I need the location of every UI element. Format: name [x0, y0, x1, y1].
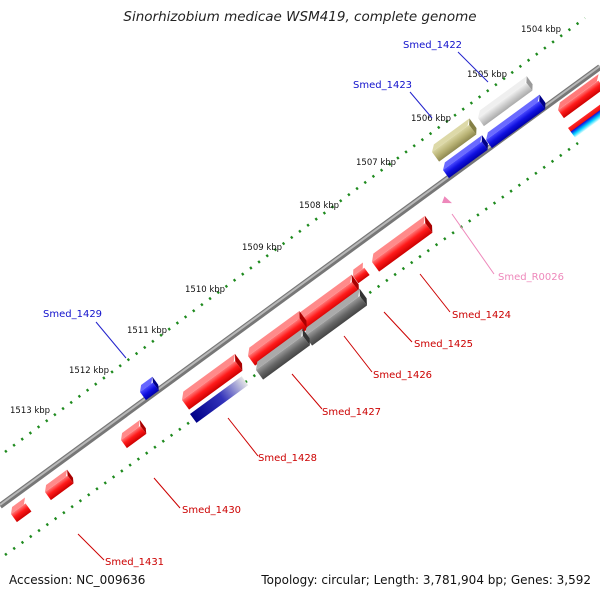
- label-smed-1424: Smed_1424: [452, 310, 511, 321]
- genome-info-text: Topology: circular; Length: 3,781,904 bp…: [261, 573, 591, 587]
- gene-blue-a[interactable]: [483, 94, 548, 149]
- callout-smed-1431: [77, 533, 105, 561]
- forward-strand-features: [137, 76, 536, 401]
- kbp-label-1512: 1512 kbp: [69, 366, 109, 376]
- kbp-scale: 1504 kbp 1505 kbp 1506 kbp 1507 kbp 1508…: [10, 25, 561, 416]
- gene-smed-1429[interactable]: [137, 376, 161, 401]
- rna-smed-r0026[interactable]: [440, 195, 452, 208]
- callout-smed-1422: [457, 51, 489, 83]
- kbp-label-1510: 1510 kbp: [185, 285, 225, 295]
- label-smed-1425: Smed_1425: [414, 339, 473, 350]
- kbp-label-1511: 1511 kbp: [127, 326, 167, 336]
- gene-smed-1427[interactable]: [244, 310, 310, 366]
- gene-blue-fade[interactable]: [190, 376, 249, 423]
- callout-smed-1428: [227, 417, 259, 457]
- gene-labels: Smed_1422 Smed_1423 Smed_R0026 Smed_1424…: [43, 40, 564, 568]
- callout-smed-1430: [153, 477, 181, 509]
- accession-text: Accession: NC_009636: [9, 573, 146, 587]
- kbp-label-1508: 1508 kbp: [299, 201, 339, 211]
- callout-smed-r0026: [451, 213, 495, 275]
- label-smed-1423: Smed_1423: [353, 80, 412, 91]
- kbp-label-1504: 1504 kbp: [521, 25, 561, 35]
- gene-smed-1428[interactable]: [178, 353, 245, 410]
- gene-smed-1423[interactable]: [429, 118, 479, 162]
- gene-red-far-left[interactable]: [8, 497, 34, 523]
- label-smed-1430: Smed_1430: [182, 505, 241, 516]
- label-smed-1429: Smed_1429: [43, 309, 102, 320]
- callout-smed-1425: [383, 311, 413, 343]
- callout-smed-1427: [291, 373, 323, 410]
- map-title: Sinorhizobium medicae WSM419, complete g…: [123, 9, 477, 25]
- gene-red-edge[interactable]: [555, 74, 600, 119]
- kbp-label-1507: 1507 kbp: [356, 158, 396, 168]
- label-smed-1427: Smed_1427: [322, 407, 381, 418]
- callout-smed-1424: [419, 273, 451, 313]
- callout-smed-1426: [343, 335, 373, 373]
- gene-smed-1430[interactable]: [118, 420, 149, 449]
- kbp-label-1505: 1505 kbp: [467, 70, 507, 80]
- callout-lines: [77, 51, 495, 561]
- gene-smed-1422[interactable]: [475, 76, 536, 127]
- callout-smed-1423: [409, 91, 433, 119]
- kbp-label-1506: 1506 kbp: [411, 114, 451, 124]
- gene-cyan-edge[interactable]: [568, 98, 600, 138]
- label-smed-1428: Smed_1428: [258, 453, 317, 464]
- gene-smed-1426[interactable]: [301, 288, 370, 346]
- kbp-label-1513: 1513 kbp: [10, 406, 50, 416]
- label-smed-r0026: Smed_R0026: [498, 272, 564, 283]
- label-smed-1431: Smed_1431: [105, 557, 164, 568]
- label-smed-1426: Smed_1426: [373, 370, 432, 381]
- label-smed-1422: Smed_1422: [403, 40, 462, 51]
- gene-smed-1431[interactable]: [42, 469, 76, 501]
- gene-red-small[interactable]: [350, 262, 371, 284]
- gene-smed-1424[interactable]: [368, 215, 435, 272]
- gene-blue-b[interactable]: [440, 135, 491, 179]
- gene-smed-1425[interactable]: [293, 274, 362, 332]
- reverse-strand-features: [8, 74, 600, 523]
- outer-tick-row: [4, 16, 586, 454]
- gene-gray-1427b[interactable]: [252, 328, 313, 380]
- callout-smed-1429: [95, 321, 127, 359]
- kbp-label-1509: 1509 kbp: [242, 243, 282, 253]
